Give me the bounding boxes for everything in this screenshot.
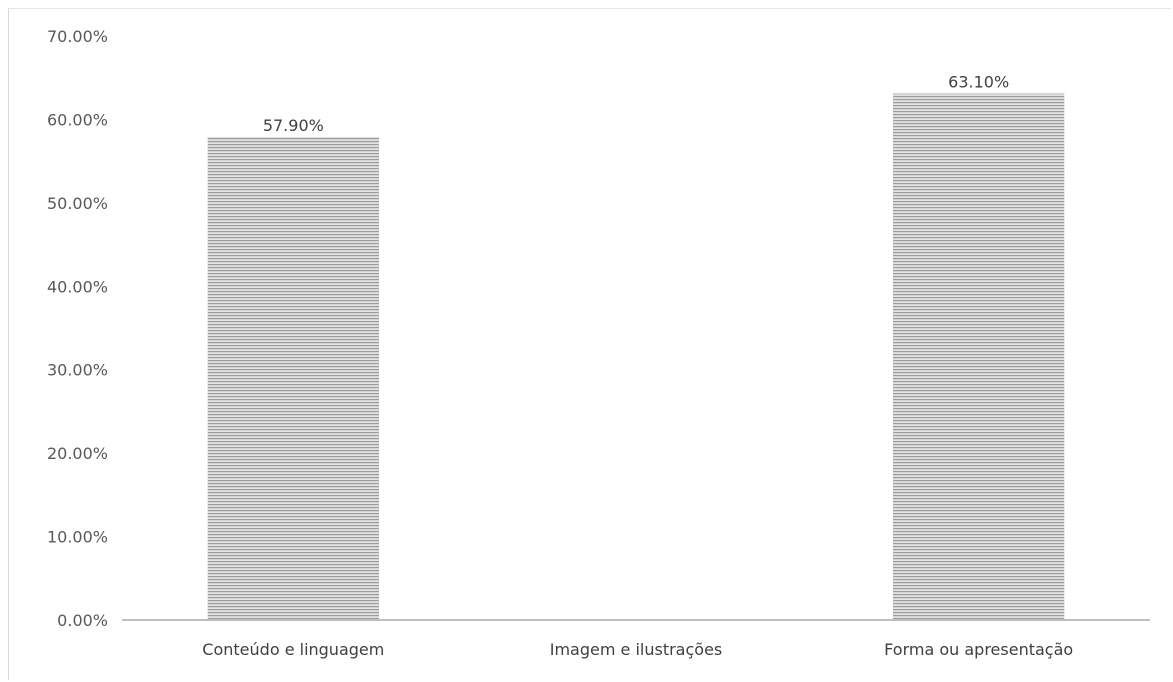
- y-axis-ticks: 0.00% 10.00% 20.00% 30.00% 40.00% 50.00% 60.00…: [47, 27, 108, 630]
- y-tick-label: 20.00%: [47, 444, 108, 463]
- bar-2: [893, 93, 1065, 620]
- y-tick-label: 60.00%: [47, 110, 108, 129]
- y-tick-label: 0.00%: [57, 611, 108, 630]
- bars: [207, 93, 1065, 620]
- y-tick-label: 40.00%: [47, 277, 108, 296]
- y-tick-label: 50.00%: [47, 194, 108, 213]
- y-tick-label: 30.00%: [47, 361, 108, 380]
- bar-0: [207, 136, 379, 620]
- y-tick-label: 10.00%: [47, 528, 108, 547]
- category-label-1: Imagem e ilustrações: [550, 640, 723, 659]
- category-label-2: Forma ou apresentação: [884, 640, 1073, 659]
- data-label-2: 63.10%: [948, 73, 1009, 92]
- chart-frame: [8, 8, 1171, 680]
- y-tick-label: 70.00%: [47, 27, 108, 46]
- data-label-0: 57.90%: [263, 116, 324, 135]
- x-axis-category-labels: Conteúdo e linguagem Imagem e ilustrações…: [202, 640, 1073, 659]
- category-label-0: Conteúdo e linguagem: [202, 640, 384, 659]
- data-labels: 57.90% 63.10%: [263, 73, 1009, 135]
